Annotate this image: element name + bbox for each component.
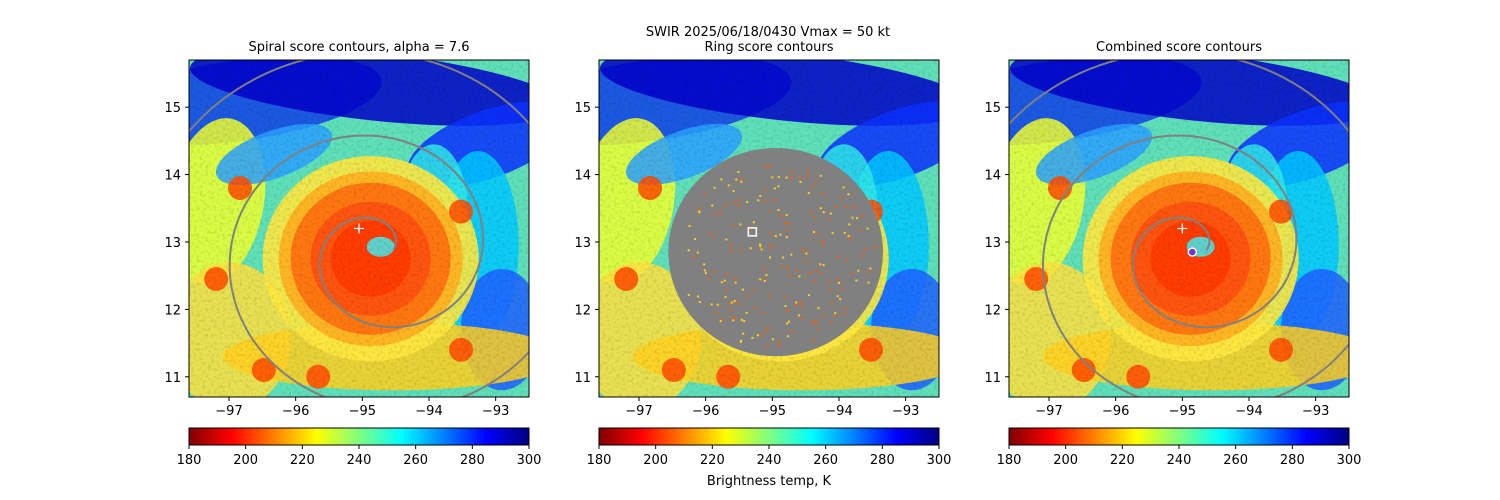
axes-frame <box>1008 59 1350 398</box>
y-tick-label: 15 <box>574 101 591 116</box>
x-tick-label: −97 <box>1035 404 1062 419</box>
colorbar-tick-label: 280 <box>460 453 485 468</box>
y-tick-label: 11 <box>574 371 591 386</box>
y-tick-label: 15 <box>984 101 1001 116</box>
x-tick-label: −95 <box>759 404 786 419</box>
axes-frame <box>598 59 940 398</box>
y-tick-label: 14 <box>164 169 181 184</box>
panel-combined: Combined score contours −97 −96 −95 −94 −93 11… <box>984 40 1362 468</box>
x-tick-label: −96 <box>282 404 309 419</box>
y-tick-label: 12 <box>984 303 1001 318</box>
colorbar-tick-label: 220 <box>290 453 315 468</box>
colorbar-tick-label: 280 <box>1280 453 1305 468</box>
colorbar-tick-label: 240 <box>1167 453 1192 468</box>
y-tick-label: 12 <box>574 303 591 318</box>
colorbar: 180 200 220 240 260 280 300 <box>997 427 1362 468</box>
colorbar-tick-label: 260 <box>1223 453 1248 468</box>
colorbar-tick-label: 200 <box>1053 453 1078 468</box>
panel-title: Ring score contours <box>704 40 833 55</box>
colorbar-tick-label: 300 <box>1337 453 1362 468</box>
colorbar-gradient <box>188 427 530 446</box>
panel-title: Combined score contours <box>1096 40 1262 55</box>
combined-center-marker <box>1187 247 1198 257</box>
x-tick-label: −97 <box>625 404 652 419</box>
colorbar-tick-label: 240 <box>347 453 372 468</box>
colorbar-tick-label: 180 <box>997 453 1022 468</box>
ring-center-marker <box>747 227 758 237</box>
brightness-temp-image <box>599 60 939 397</box>
y-tick-label: 11 <box>164 371 181 386</box>
colorbar-tick-label: 200 <box>233 453 258 468</box>
colorbar-tick-label: 220 <box>1110 453 1135 468</box>
guess-center-marker <box>354 223 364 234</box>
y-tick-label: 13 <box>164 236 181 251</box>
colorbar: 180 200 220 240 260 280 300 <box>177 427 542 468</box>
ring-score-points <box>668 147 884 357</box>
x-tick-label: −94 <box>825 404 852 419</box>
y-tick-label: 13 <box>574 236 591 251</box>
colorbar-tick-label: 180 <box>587 453 612 468</box>
colorbar: 180 200 220 240 260 280 300 <box>587 427 952 468</box>
colorbar-tick-label: 300 <box>927 453 952 468</box>
y-tick-label: 11 <box>984 371 1001 386</box>
x-tick-label: −95 <box>1169 404 1196 419</box>
x-tick-label: −93 <box>482 404 509 419</box>
y-tick-label: 14 <box>984 169 1001 184</box>
x-tick-label: −97 <box>215 404 242 419</box>
panel-ring: Ring score contours −97 −96 −95 −94 −93 11 12 13… <box>574 40 952 468</box>
x-tick-label: −93 <box>1302 404 1329 419</box>
colorbar-tick-label: 240 <box>757 453 782 468</box>
colorbar-label: Brightness temp, K <box>707 474 832 489</box>
x-tick-label: −96 <box>692 404 719 419</box>
x-tick-label: −93 <box>892 404 919 419</box>
y-tick-label: 13 <box>984 236 1001 251</box>
colorbar-tick-label: 260 <box>403 453 428 468</box>
colorbar-gradient <box>598 427 940 446</box>
figure-suptitle: SWIR 2025/06/18/0430 Vmax = 50 kt <box>646 25 890 40</box>
colorbar-gradient <box>1008 427 1350 446</box>
panel-title: Spiral score contours, alpha = 7.6 <box>248 40 469 55</box>
y-tick-label: 12 <box>164 303 181 318</box>
colorbar-tick-label: 200 <box>643 453 668 468</box>
guess-center-marker <box>1177 223 1188 234</box>
x-tick-label: −94 <box>1235 404 1262 419</box>
y-tick-label: 15 <box>164 101 181 116</box>
brightness-temp-image <box>1009 60 1349 397</box>
x-tick-label: −95 <box>349 404 376 419</box>
axes-frame <box>188 59 530 398</box>
x-tick-label: −94 <box>415 404 442 419</box>
colorbar-tick-label: 280 <box>870 453 895 468</box>
colorbar-tick-label: 220 <box>700 453 725 468</box>
colorbar-tick-label: 260 <box>813 453 838 468</box>
colorbar-tick-label: 300 <box>517 453 542 468</box>
panel-spiral: Spiral score contours, alpha = 7.6 −97 −96… <box>164 40 542 468</box>
y-tick-label: 14 <box>574 169 591 184</box>
spiral-contours <box>189 60 529 397</box>
colorbar-tick-label: 180 <box>177 453 202 468</box>
spiral-contours <box>1009 60 1349 397</box>
x-tick-label: −96 <box>1102 404 1129 419</box>
brightness-temp-image <box>189 60 529 397</box>
